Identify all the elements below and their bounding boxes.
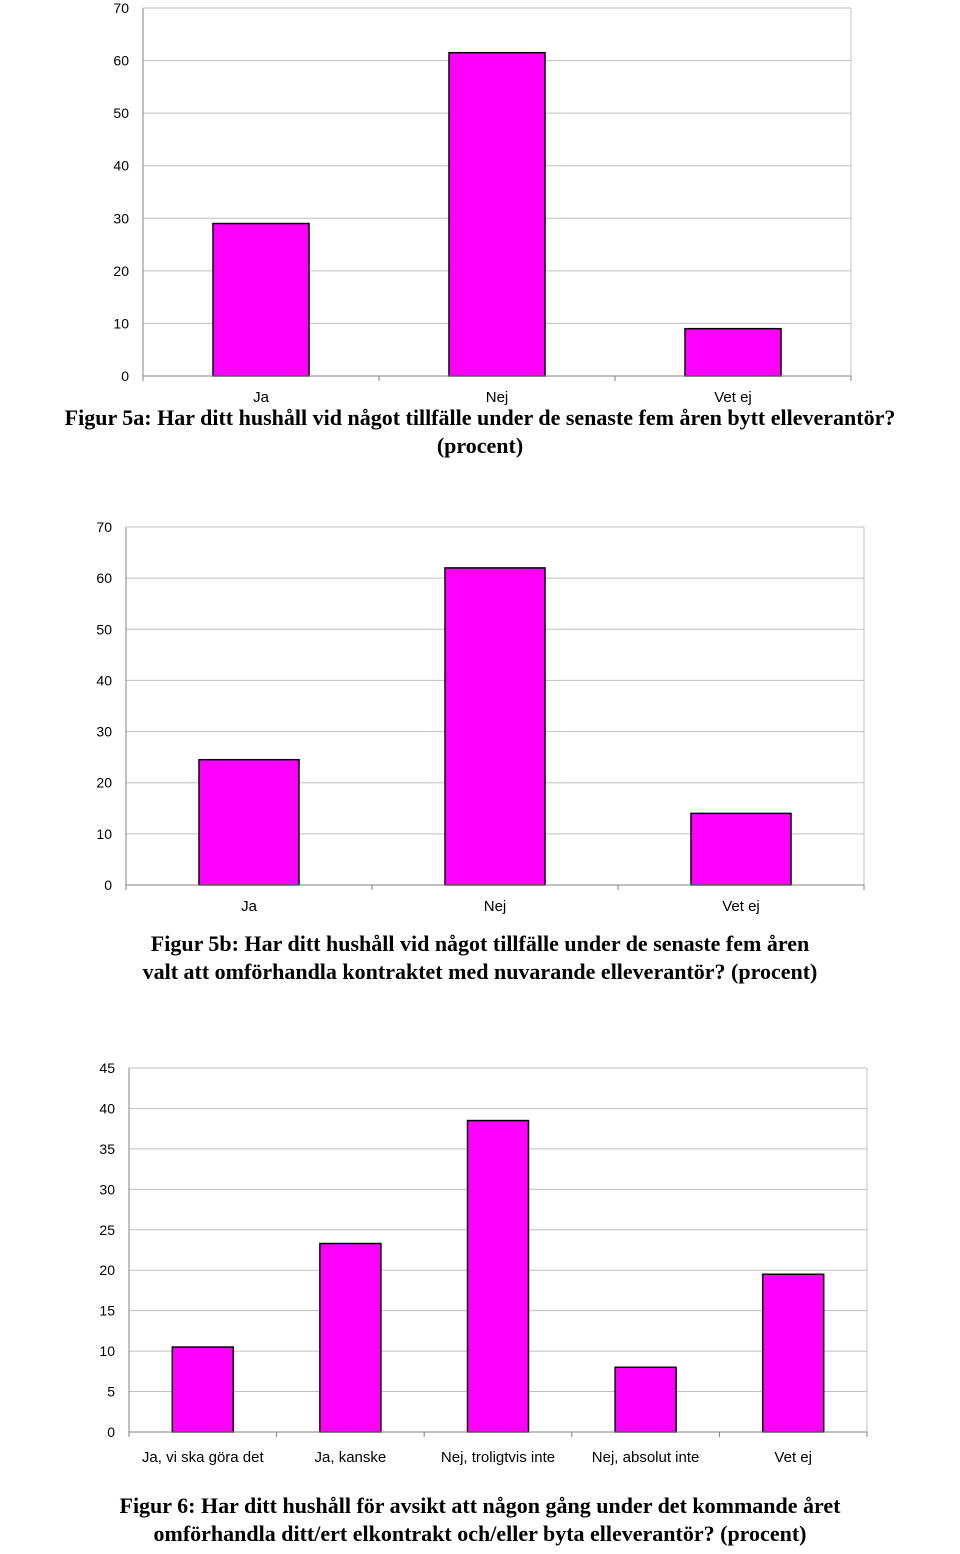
figure-5b-caption-line-1: Figur 5b: Har ditt hushåll vid något til…	[150, 931, 810, 956]
figure-5a-bar-1	[448, 51, 546, 377]
figure-5a-y-tick-label: 0	[121, 368, 129, 384]
figure-5a-caption-line-1: Figur 5a: Har ditt hushåll vid något til…	[64, 405, 896, 430]
figure-6-y-tick-label: 5	[107, 1384, 115, 1400]
figure-6-caption-line-1: Figur 6: Har ditt hushåll för avsikt att…	[119, 1493, 841, 1518]
figure-5a-category-label: Ja	[253, 389, 270, 406]
figure-6-category-label: Nej, troligtvis inte	[441, 1449, 555, 1466]
figure-5b-category-label: Vet ej	[722, 898, 760, 915]
figure-6-bar-3	[614, 1366, 677, 1433]
figure-5a-bar-0	[212, 222, 310, 377]
figure-5a-y-tick-label: 10	[113, 315, 129, 331]
figure-6-category-label: Vet ej	[774, 1449, 812, 1466]
figure-5b-y-tick-label: 10	[96, 826, 112, 842]
figure-5b-category-label: Ja	[241, 898, 258, 915]
figure-5b-caption: Figur 5b: Har ditt hushåll vid något til…	[0, 930, 960, 986]
figure-5b-y-tick-label: 40	[96, 672, 112, 688]
figure-6-y-tick-label: 40	[99, 1100, 115, 1116]
figure-6-caption: Figur 6: Har ditt hushåll för avsikt att…	[0, 1492, 960, 1548]
figure-6-y-tick-label: 15	[99, 1303, 115, 1319]
figure-6-y-tick-label: 35	[99, 1141, 115, 1157]
figure-5a-y-tick-label: 20	[113, 263, 129, 279]
figure-5a-category-label: Vet ej	[714, 389, 752, 406]
figure-6-y-tick-label: 20	[99, 1262, 115, 1278]
figure-6-y-tick-label: 25	[99, 1222, 115, 1238]
figure-5a-caption-line-2: (procent)	[436, 433, 524, 458]
figure-5b-category-label: Nej	[484, 898, 507, 915]
figure-5b-bar-0	[198, 758, 300, 886]
figure-5a-y-tick-label: 30	[113, 210, 129, 226]
figure-6-category-label: Ja, kanske	[315, 1449, 387, 1466]
figure-5b-y-tick-label: 20	[96, 775, 112, 791]
figure-5b-y-tick-label: 0	[104, 877, 112, 893]
figure-6-bar-1	[319, 1242, 382, 1433]
figure-5a-chart: 0 10 20 30 40 50 60 70 Ja Nej Vet ej	[113, 0, 852, 406]
figure-6-category-label: Ja, vi ska göra det	[142, 1449, 265, 1466]
figure-6-bar-2	[466, 1119, 530, 1433]
figure-6-bar-0	[171, 1346, 235, 1433]
figure-6-chart: 0 5 10 15 20 25 30 35 40 45 Ja, vi ska göra det Ja,…	[99, 1060, 868, 1466]
figure-5a-y-tick-label: 70	[113, 0, 129, 16]
figure-6-y-tick-label: 45	[99, 1060, 115, 1076]
figure-5b-y-tick-label: 50	[96, 621, 112, 637]
figure-5b-y-tick-label: 60	[96, 570, 112, 586]
figure-5b-chart: 0 10 20 30 40 50 60 70 Ja Nej Vet ej	[96, 519, 865, 915]
figure-6-y-tick-label: 0	[107, 1424, 115, 1440]
figure-5a-y-tick-label: 50	[113, 105, 129, 121]
figure-5b-bar-1	[444, 567, 546, 886]
figure-5a-y-tick-label: 40	[113, 158, 129, 174]
figure-5b-y-tick-label: 30	[96, 724, 112, 740]
figure-6-caption-line-2: omförhandla ditt/ert elkontrakt och/elle…	[153, 1521, 807, 1546]
figure-6-bar-4	[761, 1273, 825, 1433]
figure-5a-category-label: Nej	[486, 389, 509, 406]
figure-5b-y-tick-label: 70	[96, 519, 112, 535]
figure-5a-caption: Figur 5a: Har ditt hushåll vid något til…	[0, 404, 960, 460]
figure-5b-bar-2	[690, 812, 792, 886]
figure-6-category-label: Nej, absolut inte	[592, 1449, 700, 1466]
figure-5a-y-tick-label: 60	[113, 53, 129, 69]
figure-6-y-tick-label: 30	[99, 1181, 115, 1197]
figure-5b-caption-line-2: valt att omförhandla kontraktet med nuva…	[142, 959, 818, 984]
figure-6-y-tick-label: 10	[99, 1343, 115, 1359]
figure-5a-bar-2	[684, 327, 782, 377]
